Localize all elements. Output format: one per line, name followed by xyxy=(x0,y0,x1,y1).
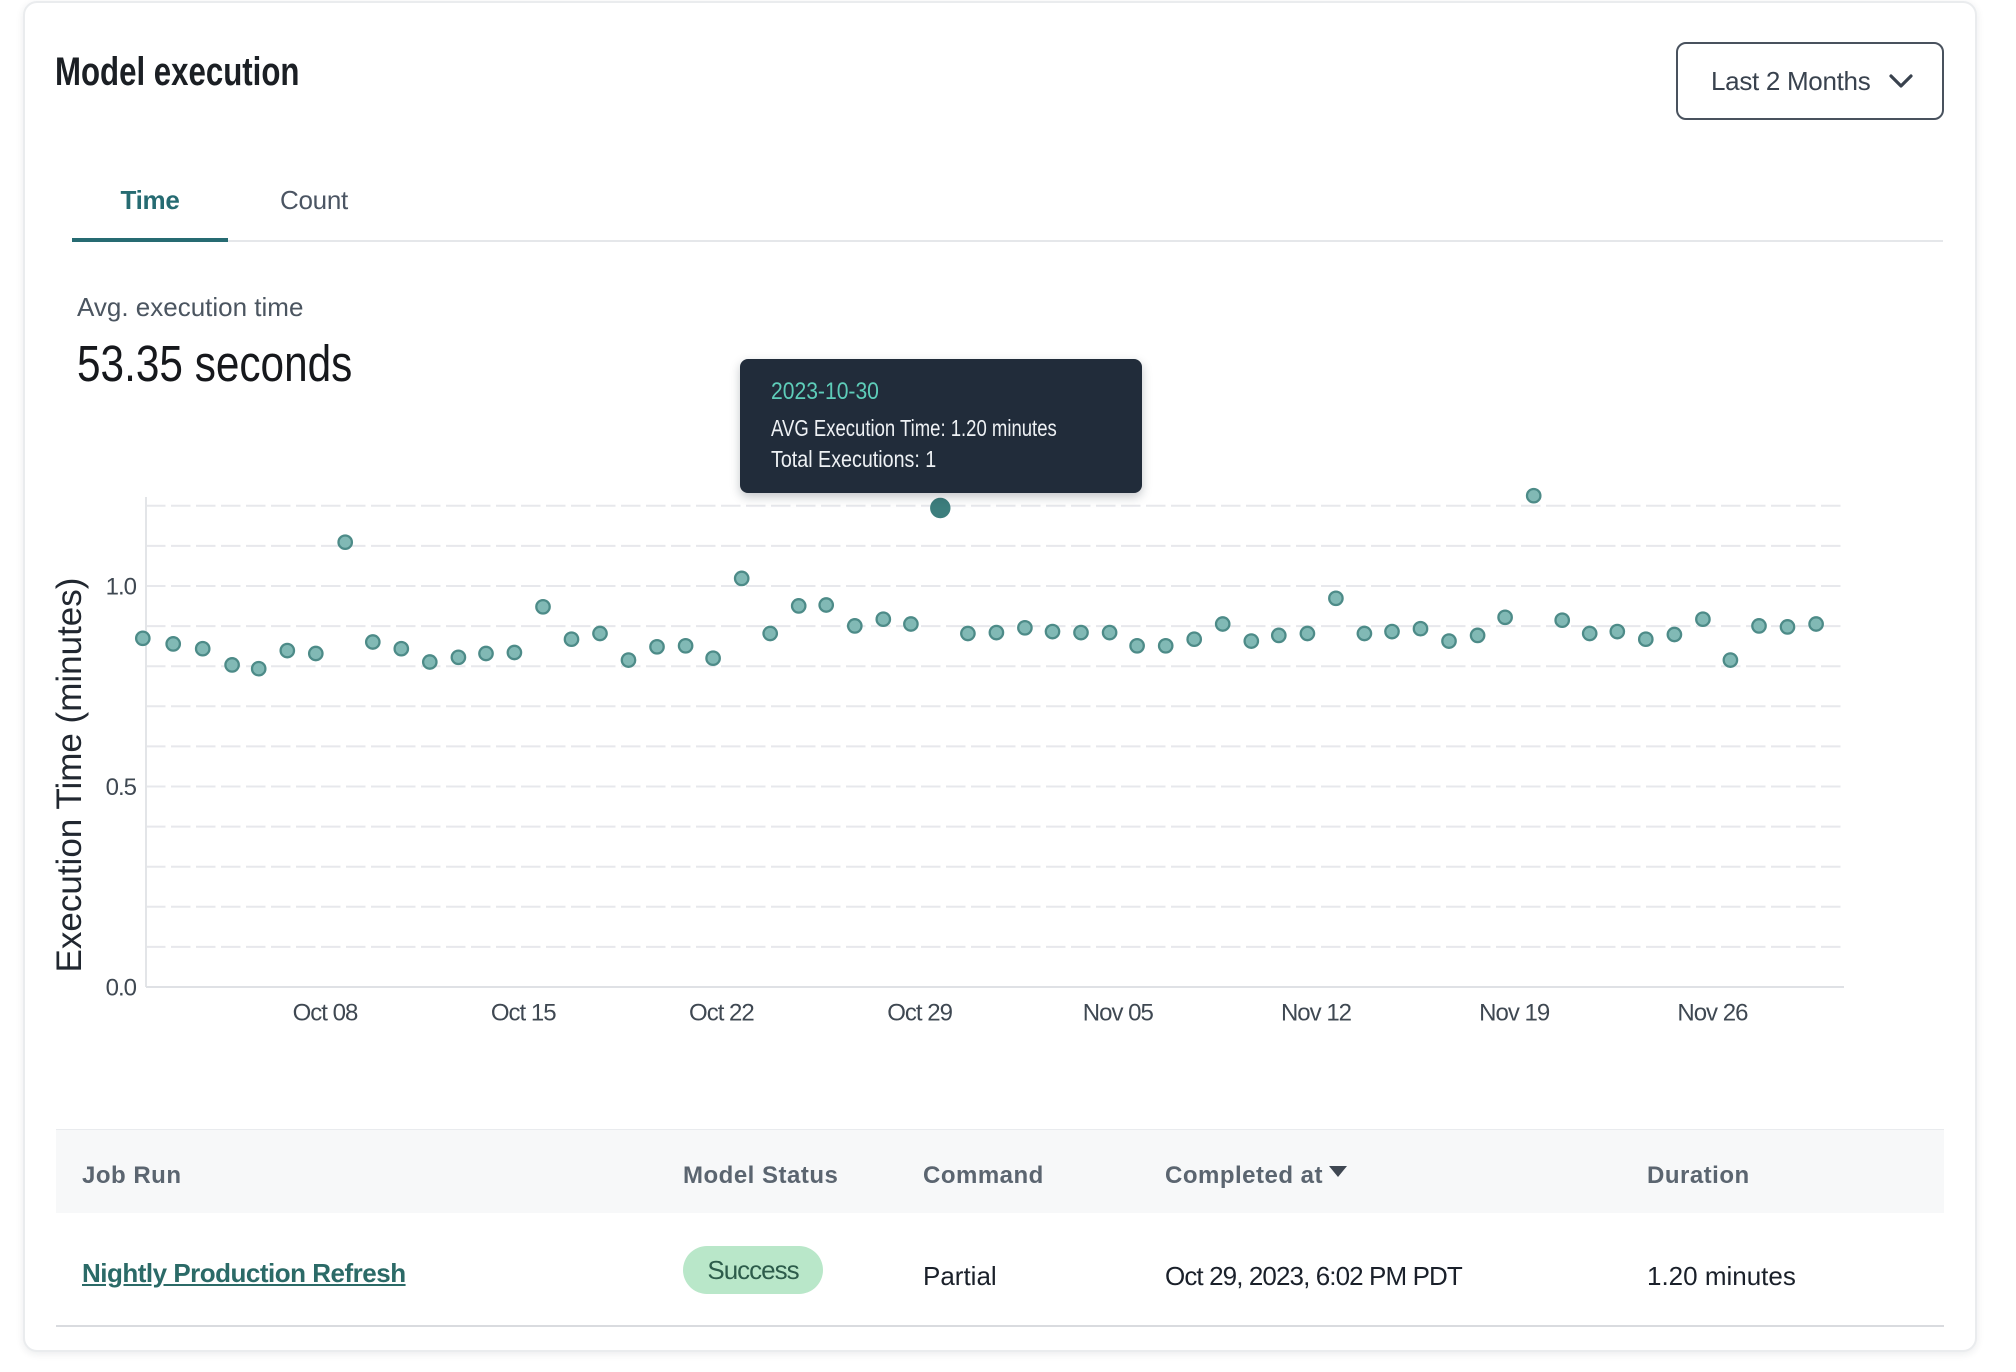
svg-text:Oct 08: Oct 08 xyxy=(293,1000,358,1027)
svg-text:0.0: 0.0 xyxy=(106,974,137,1001)
svg-text:1.0: 1.0 xyxy=(106,573,137,600)
svg-text:Nov 19: Nov 19 xyxy=(1479,1000,1550,1027)
svg-text:Nov 12: Nov 12 xyxy=(1281,1000,1352,1027)
svg-text:Oct 22: Oct 22 xyxy=(689,1000,754,1027)
svg-text:0.5: 0.5 xyxy=(106,774,137,801)
svg-text:Nov 26: Nov 26 xyxy=(1677,1000,1748,1027)
svg-text:Execution Time (minutes): Execution Time (minutes) xyxy=(50,578,89,973)
svg-text:Nov 05: Nov 05 xyxy=(1083,1000,1154,1027)
svg-text:Oct 29: Oct 29 xyxy=(887,1000,952,1027)
svg-text:Oct 15: Oct 15 xyxy=(491,1000,556,1027)
